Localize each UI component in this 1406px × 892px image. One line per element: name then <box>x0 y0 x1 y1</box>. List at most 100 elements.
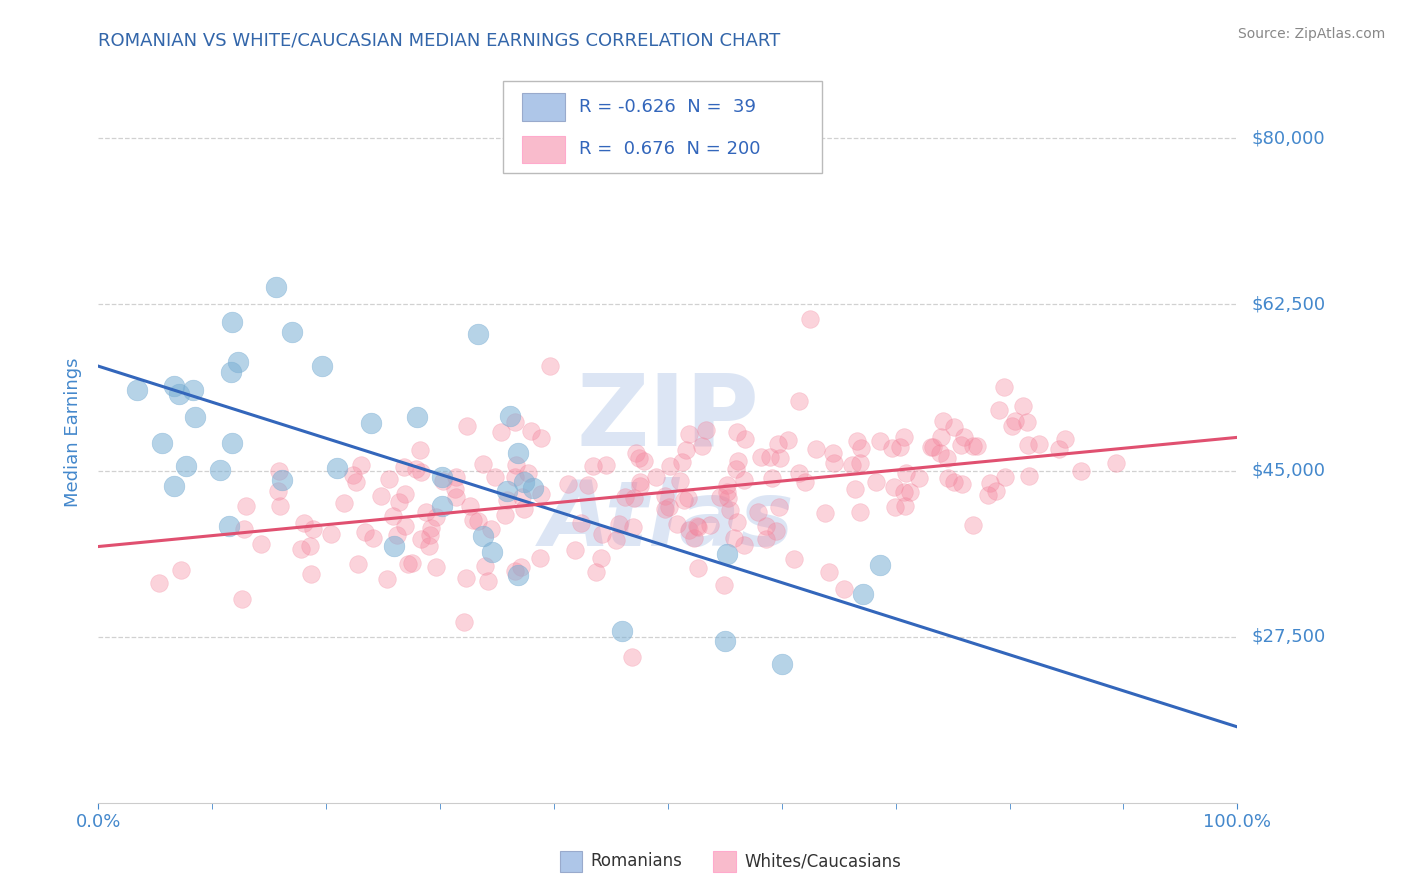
Point <box>761 471 783 485</box>
Point <box>628 450 651 465</box>
Point <box>430 469 453 483</box>
Point <box>734 432 756 446</box>
Point <box>849 505 872 519</box>
Point <box>456 419 478 434</box>
Point <box>623 519 645 533</box>
Point <box>150 436 173 450</box>
Text: $80,000: $80,000 <box>1251 129 1324 147</box>
Point <box>727 454 749 468</box>
Point <box>1001 419 1024 434</box>
Bar <box>713 851 737 871</box>
Point <box>747 505 769 519</box>
Point <box>378 472 401 486</box>
Point <box>920 440 942 454</box>
Text: R = -0.626  N =  39: R = -0.626 N = 39 <box>579 98 756 116</box>
Point <box>167 387 190 401</box>
Point <box>725 425 748 440</box>
Point <box>942 475 965 490</box>
Point <box>432 474 454 488</box>
Point <box>290 542 312 557</box>
Point <box>576 478 599 492</box>
Point <box>799 312 821 326</box>
Point <box>936 470 959 484</box>
Point <box>302 522 325 536</box>
Point <box>609 517 631 532</box>
Point <box>894 499 917 513</box>
Point <box>522 481 544 495</box>
Point <box>755 519 778 533</box>
Text: Whites/Caucasians: Whites/Caucasians <box>744 852 901 871</box>
Point <box>499 409 522 423</box>
Point <box>869 558 891 573</box>
Point <box>787 394 810 409</box>
Point <box>513 475 536 490</box>
Point <box>474 559 496 574</box>
Point <box>591 550 613 565</box>
Text: Atlas: Atlas <box>541 477 794 566</box>
Point <box>494 508 516 523</box>
Point <box>1012 399 1035 413</box>
Point <box>823 456 845 470</box>
Point <box>235 499 257 513</box>
Point <box>716 478 738 492</box>
Point <box>505 458 527 473</box>
Text: ZIP: ZIP <box>576 369 759 467</box>
Point <box>1017 438 1039 452</box>
Point <box>564 542 586 557</box>
Point <box>882 441 904 455</box>
Point <box>408 443 430 458</box>
Point <box>759 450 782 464</box>
Point <box>125 383 148 397</box>
Point <box>292 516 315 530</box>
Point <box>717 491 740 506</box>
Point <box>311 359 333 374</box>
Point <box>678 426 700 441</box>
Point <box>1069 464 1091 478</box>
Text: ROMANIAN VS WHITE/CAUCASIAN MEDIAN EARNINGS CORRELATION CHART: ROMANIAN VS WHITE/CAUCASIAN MEDIAN EARNI… <box>98 32 780 50</box>
Point <box>419 528 441 542</box>
Point <box>233 522 256 536</box>
Point <box>783 552 806 566</box>
Point <box>529 550 551 565</box>
Point <box>686 519 709 533</box>
Point <box>605 533 627 547</box>
Point <box>678 491 700 505</box>
Point <box>645 470 668 484</box>
Point <box>454 571 477 585</box>
Point <box>883 500 905 515</box>
Bar <box>560 851 582 871</box>
Point <box>1104 456 1126 470</box>
Point <box>949 437 972 451</box>
Point <box>709 490 731 504</box>
Point <box>628 475 651 489</box>
Point <box>766 437 789 451</box>
Point <box>768 500 790 515</box>
Point <box>267 483 290 498</box>
Point <box>361 531 384 545</box>
Point <box>326 460 349 475</box>
Point <box>350 458 373 472</box>
Point <box>814 506 837 520</box>
Point <box>818 565 841 579</box>
Point <box>770 657 793 671</box>
Point <box>477 574 499 588</box>
Point <box>626 446 648 460</box>
Point <box>787 466 810 480</box>
Point <box>444 470 467 484</box>
Point <box>453 615 475 630</box>
Point <box>557 477 579 491</box>
Point <box>170 563 193 577</box>
Point <box>508 568 530 582</box>
Point <box>221 365 243 379</box>
Point <box>585 565 607 579</box>
Point <box>929 430 952 444</box>
Point <box>921 440 943 454</box>
Point <box>821 446 844 460</box>
Point <box>360 417 382 431</box>
Point <box>503 564 526 578</box>
Point <box>505 469 527 483</box>
Point <box>398 557 420 571</box>
Point <box>388 494 411 508</box>
Point <box>755 532 778 546</box>
Point <box>713 578 735 592</box>
